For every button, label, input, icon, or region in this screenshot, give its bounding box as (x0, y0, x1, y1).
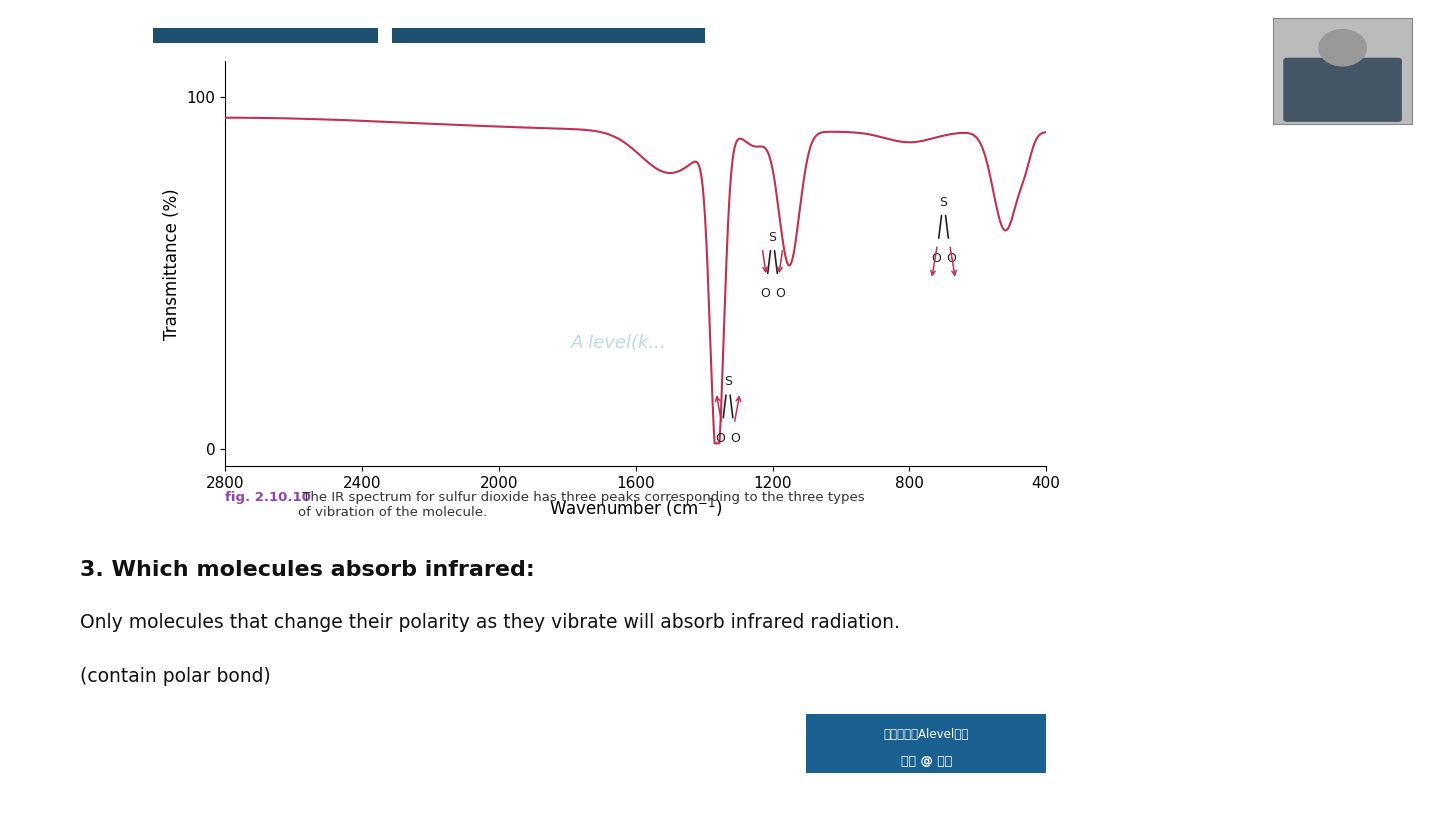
Text: Only molecules that change their polarity as they vibrate will absorb infrared r: Only molecules that change their polarit… (80, 614, 899, 632)
X-axis label: Wavenumber (cm$^{-1}$): Wavenumber (cm$^{-1}$) (549, 497, 722, 519)
Text: O: O (946, 252, 956, 265)
Text: O: O (774, 287, 785, 300)
Text: fig. 2.10.10: fig. 2.10.10 (225, 491, 311, 504)
Text: 3. Which molecules absorb infrared:: 3. Which molecules absorb infrared: (80, 560, 535, 580)
Y-axis label: Transmittance (%): Transmittance (%) (163, 188, 182, 339)
Text: S: S (769, 231, 776, 244)
FancyBboxPatch shape (1284, 58, 1401, 121)
Text: (contain polar bond): (contain polar bond) (80, 667, 270, 685)
Circle shape (1319, 29, 1366, 66)
Text: O: O (715, 432, 725, 445)
Text: O: O (731, 432, 741, 445)
Text: 知乎 @ 齐玥: 知乎 @ 齐玥 (901, 755, 952, 768)
Text: A level(k...: A level(k... (571, 334, 667, 352)
Text: 知乎专栏：Alevel化学: 知乎专栏：Alevel化学 (883, 728, 969, 741)
Text: O: O (760, 287, 770, 300)
Text: S: S (724, 375, 732, 389)
Text: The IR spectrum for sulfur dioxide has three peaks corresponding to the three ty: The IR spectrum for sulfur dioxide has t… (298, 491, 865, 519)
Text: O: O (931, 252, 942, 265)
Text: S: S (940, 196, 947, 209)
